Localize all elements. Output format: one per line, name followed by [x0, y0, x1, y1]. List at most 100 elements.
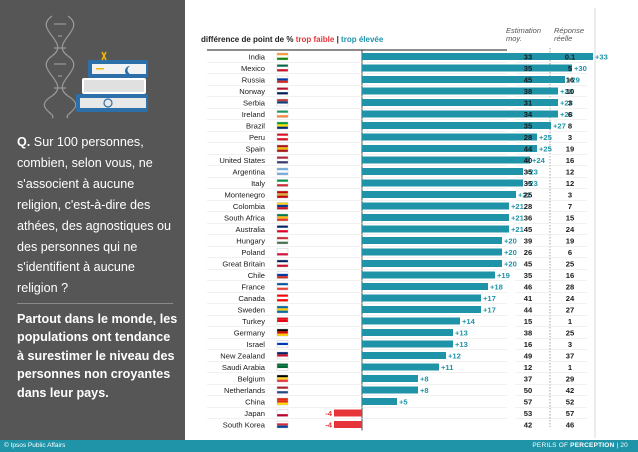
actual-value: 46: [566, 421, 574, 430]
bar: [362, 306, 481, 313]
country-label: Israel: [246, 340, 265, 349]
estimate-value: 33: [524, 53, 532, 62]
bar-value-label: +18: [490, 283, 503, 292]
bar-value-label: +11: [441, 363, 454, 372]
estimate-value: 40: [524, 156, 532, 165]
india-flag: [276, 52, 289, 61]
united-states-flag: [276, 156, 289, 164]
country-label: Russia: [242, 76, 266, 85]
bar: [334, 421, 362, 428]
actual-value: 10: [566, 87, 574, 96]
actual-value: 16: [566, 156, 574, 165]
bar-value-label: +25: [539, 133, 553, 142]
estimate-value: 44: [524, 306, 533, 315]
bar: [362, 398, 397, 405]
bar: [362, 340, 453, 348]
bar-value-label: +21: [511, 225, 525, 234]
actual-value: 12: [566, 168, 574, 177]
bar-value-label: +20: [504, 248, 517, 257]
estimate-value: 35: [524, 122, 533, 131]
bar-value-label: +8: [420, 375, 429, 384]
bar-value-label: +19: [497, 271, 510, 280]
peru-flag: [276, 133, 289, 141]
bar: [362, 168, 523, 175]
actual-value: 15: [566, 214, 575, 223]
actual-value: 24: [566, 225, 575, 234]
saudi-arabia-flag: [276, 363, 289, 371]
actual-value: 25: [566, 260, 575, 269]
estimate-value: 15: [524, 317, 533, 326]
actual-header-sub: réelle: [554, 34, 572, 43]
actual-header: Réponse: [554, 26, 584, 35]
actual-value: 25: [566, 329, 575, 338]
actual-value: 19: [566, 237, 574, 246]
estimate-value: 35: [524, 64, 533, 73]
china-flag: [276, 397, 289, 406]
bar-value-label: +28: [560, 87, 573, 96]
bar: [334, 409, 362, 417]
title-separator: |: [337, 35, 341, 44]
estimate-value: 53: [524, 409, 532, 418]
estimate-value: 42: [524, 421, 532, 430]
ireland-flag: [276, 110, 289, 118]
norway-flag: [276, 87, 289, 95]
bar: [362, 122, 551, 129]
france-flag: [276, 282, 289, 291]
bar: [362, 133, 537, 141]
germany-flag: [276, 328, 289, 337]
actual-value: 16: [566, 76, 574, 85]
bar: [362, 225, 509, 233]
estimate-value: 26: [524, 248, 532, 257]
footer-separator: |: [616, 442, 619, 449]
bar: [362, 87, 558, 95]
bar-value-label: +14: [462, 317, 476, 326]
italy-flag: [276, 179, 289, 187]
bar: [362, 317, 460, 325]
estimate-value: 37: [524, 375, 532, 384]
country-label: Brazil: [246, 122, 265, 131]
actual-value: 16: [566, 271, 574, 280]
actual-value: 3: [568, 191, 572, 200]
country-label: Great Britain: [222, 260, 265, 269]
actual-value: 6: [568, 248, 572, 257]
estimate-value: 39: [524, 237, 532, 246]
country-label: France: [241, 283, 265, 292]
country-label: Chile: [248, 271, 265, 280]
footer-perils: PERILS OF: [532, 442, 569, 449]
estimate-value: 45: [524, 225, 533, 234]
bar: [362, 237, 502, 244]
new-zealand-flag: [276, 351, 289, 360]
footer: © Ipsos Public Affairs PERILS OF PERCEPT…: [0, 440, 638, 452]
south-korea-flag: [276, 420, 289, 429]
estimate-value: 41: [524, 294, 533, 303]
estimate-value: 28: [524, 202, 532, 211]
bar-value-label: +24: [532, 156, 546, 165]
country-label: Japan: [244, 409, 265, 418]
bar-chart: différence de point de % trop faible | t…: [201, 8, 608, 438]
bar-value-label: +30: [574, 64, 587, 73]
poland-flag: [276, 248, 289, 256]
estimate-value: 46: [524, 283, 532, 292]
bar-value-label: +33: [595, 53, 608, 62]
country-label: China: [245, 398, 266, 407]
bar: [362, 386, 418, 394]
actual-value: 7: [568, 202, 572, 211]
divider: [17, 303, 173, 304]
country-label: Canada: [238, 294, 265, 303]
bar: [362, 99, 558, 106]
bar-value-label: -4: [325, 421, 333, 430]
estimate-value: 34: [524, 110, 533, 119]
country-label: Turkey: [242, 317, 265, 326]
country-label: United States: [219, 156, 265, 165]
bar-value-label: +21: [511, 202, 525, 211]
country-label: Germany: [234, 329, 265, 338]
summary-text: Partout dans le monde, les populations o…: [17, 312, 178, 400]
netherlands-flag: [276, 386, 289, 394]
actual-value: 12: [566, 179, 574, 188]
australia-flag: [276, 225, 289, 233]
low-label: trop faible: [296, 35, 337, 44]
estimate-value: 35: [524, 271, 533, 280]
chart-area: différence de point de % trop faible | t…: [185, 0, 638, 440]
mexico-flag: [276, 64, 289, 72]
colombia-flag: [276, 202, 289, 210]
